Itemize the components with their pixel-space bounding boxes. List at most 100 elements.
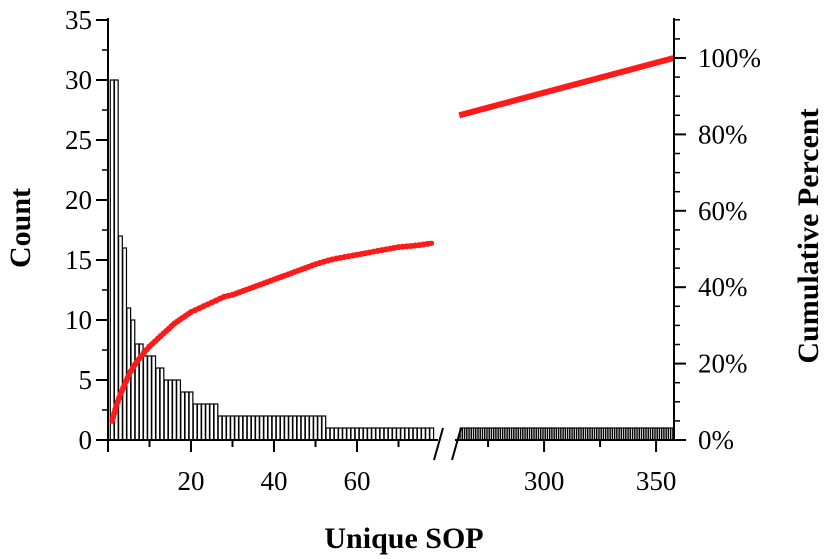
y2-tick-label: 40% [698,272,748,302]
bar [350,427,356,441]
bar [296,415,302,441]
bar [379,427,385,441]
bar [346,427,352,441]
bar [147,355,152,441]
bar [391,427,397,441]
bar [142,355,148,441]
bar [192,403,198,441]
x-tick-label: 300 [524,466,565,496]
bar [122,247,128,441]
bar [358,427,364,441]
bar [213,403,219,441]
bar [342,427,348,441]
y2-tick-label: 100% [698,43,761,73]
x-tick-label: 60 [344,466,371,496]
bar [271,415,277,441]
y2-tick-label: 60% [698,196,748,226]
bar [308,415,314,441]
bar [221,415,227,441]
bar [176,379,182,441]
bar [337,427,343,441]
cumulative-lines-group [109,55,675,424]
y-tick-label: 15 [65,245,92,275]
bar [354,427,360,441]
x-tick-label: 40 [261,466,288,496]
bar [387,427,393,441]
bar [242,415,248,441]
bar [404,427,410,441]
axes-group [96,18,686,461]
y-tick-label: 30 [65,65,92,95]
cumulative-line-segment-2 [458,55,675,119]
y-tick-label: 0 [79,425,93,455]
bar [375,427,381,441]
bar [329,427,335,441]
bar [412,427,418,441]
bar [275,415,281,441]
bar [217,415,223,441]
bar [155,367,161,441]
cumulative-point [424,240,431,247]
bar [313,415,318,441]
axis-break-mark [451,427,462,461]
bar [205,403,211,441]
bar [670,427,674,441]
y2-tick-label: 20% [698,349,748,379]
y-tick-label: 25 [65,125,92,155]
bar [304,415,310,441]
bar [317,415,323,441]
bar [333,427,339,441]
bar [225,415,231,441]
bar [300,415,306,441]
y-axis-title: Count [4,188,37,268]
bar [171,379,177,441]
bar [167,379,173,441]
bar [159,367,165,441]
bar [188,391,194,441]
y-tick-label: 5 [79,365,93,395]
bar [117,235,123,441]
bar [238,415,244,441]
x-axis-title: Unique SOP [324,522,483,555]
bar [408,427,414,441]
bar [400,427,406,441]
bar [362,427,368,441]
bar [113,79,119,441]
bar [151,355,157,441]
bar [196,403,202,441]
bar [263,415,269,441]
bar [259,415,265,441]
bar [321,415,327,441]
bar [366,427,372,441]
bar [371,427,377,441]
bar [200,403,206,441]
bar [130,319,136,441]
bar [109,79,115,441]
bar [429,427,435,441]
bar [184,391,190,441]
bars-group [109,79,674,441]
bar [279,415,285,441]
bar [325,427,331,441]
bar [420,427,426,441]
bar [250,415,256,441]
bar [396,427,401,441]
y2-axis-title: Cumulative Percent [792,108,825,363]
x-tick-label: 350 [636,466,677,496]
bar [209,403,215,441]
bar [254,415,260,441]
tick-labels-group: 0 5 10 15 20 25 30 35 0% 20% 40% 60% 80% 100% 20 40 60 30… [65,5,761,496]
y2-tick-label: 80% [698,119,748,149]
x-tick-label: 20 [178,466,205,496]
bar [267,415,273,441]
y2-tick-label: 0% [698,425,734,455]
bar [425,427,431,441]
bar [230,415,235,441]
bar [246,415,252,441]
y-tick-label: 35 [65,5,92,35]
bar [163,379,169,441]
bar [288,415,294,441]
bar [292,415,298,441]
bar [234,415,240,441]
